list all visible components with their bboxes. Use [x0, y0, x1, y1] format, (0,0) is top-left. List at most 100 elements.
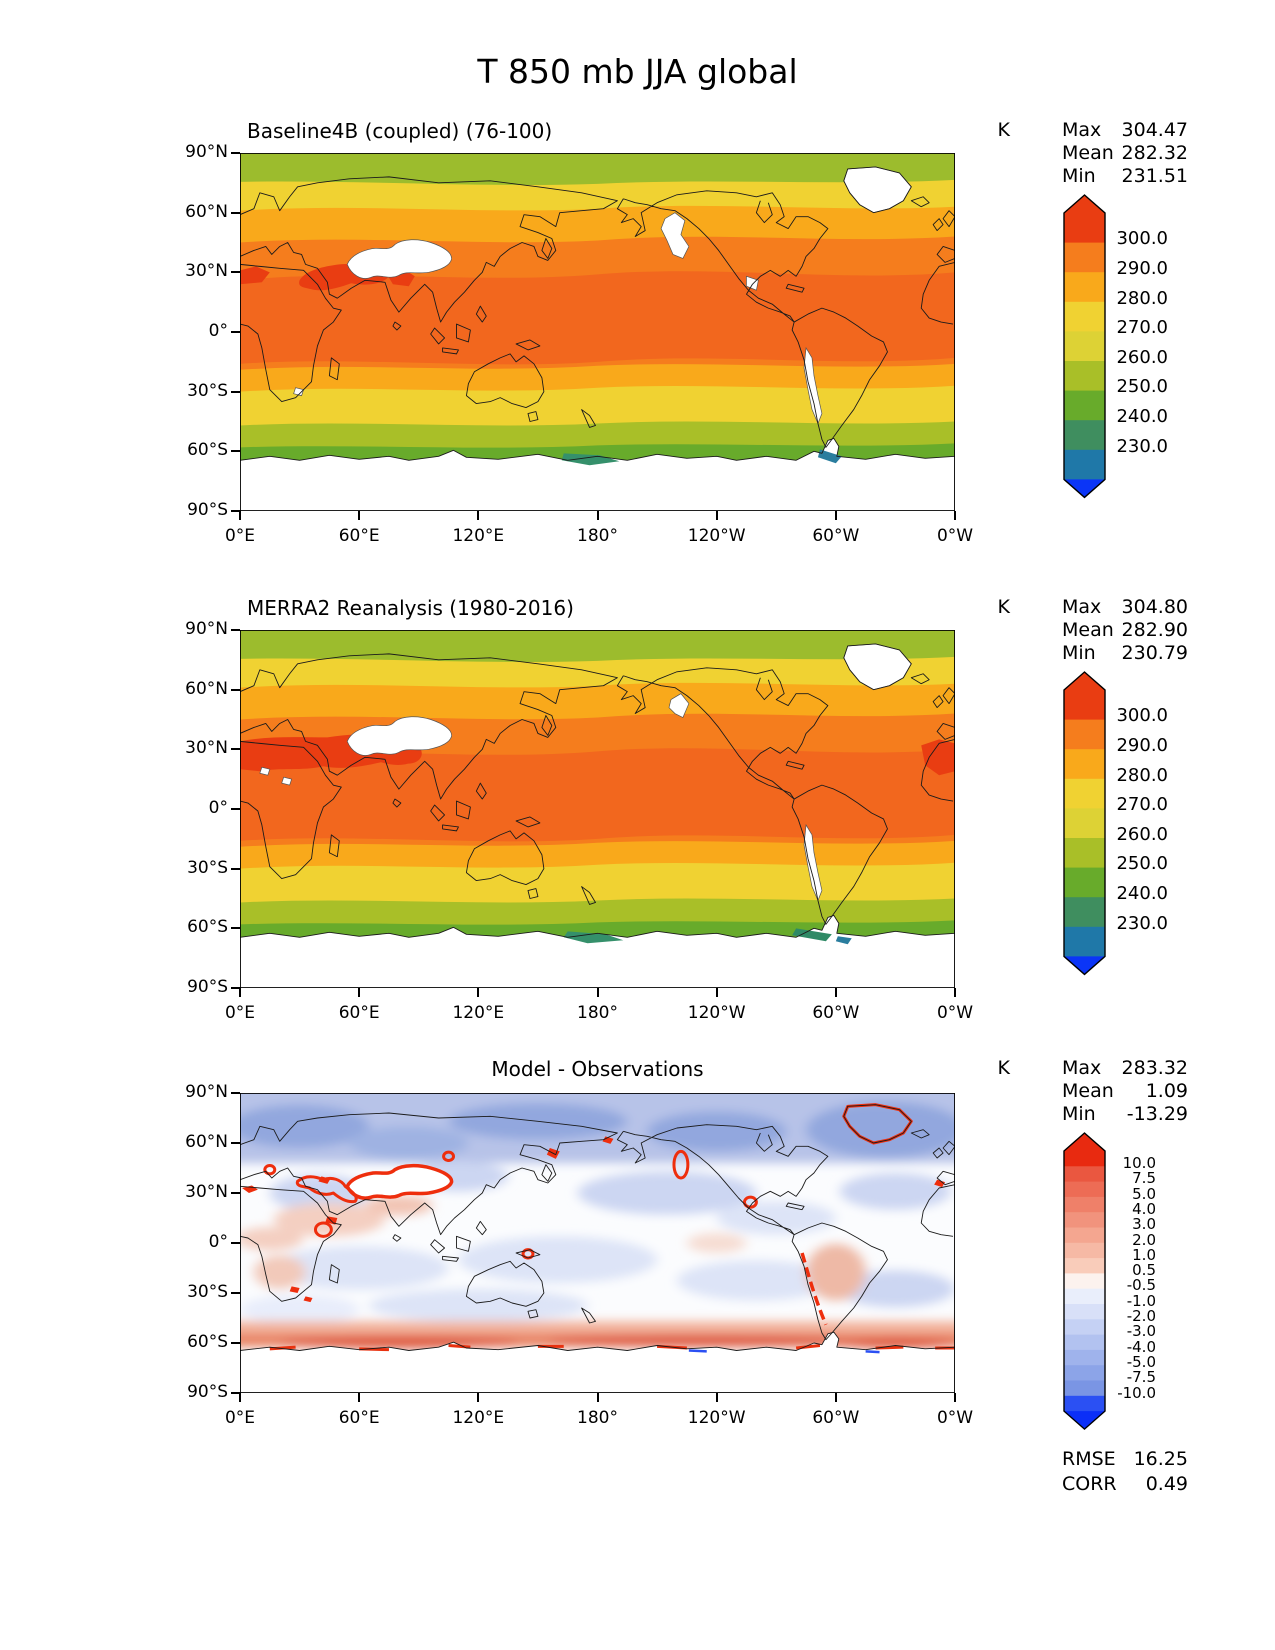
stat-value: 282.32	[1121, 142, 1188, 164]
colorbar-tick-label: 300.0	[1116, 228, 1168, 250]
map-obs	[240, 630, 955, 988]
x-tick-label: 0°W	[936, 1408, 974, 1428]
colorbar-tick-label: 7.5	[1132, 1169, 1156, 1188]
x-tick-mark	[834, 988, 837, 997]
colorbar-tick-label: 270.0	[1116, 794, 1168, 816]
colorbar-tick-label: 0.5	[1132, 1261, 1156, 1280]
x-tick-label: 120°E	[452, 1408, 505, 1428]
x-tick-mark	[358, 1393, 361, 1402]
stat-value: -13.29	[1126, 1103, 1188, 1125]
y-tick-mark	[231, 748, 240, 751]
x-tick-label: 60°E	[338, 1003, 380, 1023]
y-tick-mark	[231, 1292, 240, 1294]
colorbar-tick-label: 230.0	[1116, 435, 1168, 457]
colorbar-tick-label: -2.0	[1126, 1307, 1156, 1325]
x-tick-mark	[954, 1393, 956, 1402]
colorbar-tick-label: 5.0	[1132, 1184, 1156, 1203]
stat-value: 304.80	[1121, 596, 1188, 618]
x-tick-label: 0°E	[224, 1003, 256, 1023]
stat-label: Max	[1062, 119, 1102, 141]
colorbar-tick-label: 240.0	[1116, 883, 1168, 905]
y-tick-mark	[231, 629, 240, 631]
y-tick-label: 30°N	[185, 738, 228, 759]
x-tick-label: 60°W	[812, 1003, 860, 1023]
panel-title: Baseline4B (coupled) (76-100)	[247, 119, 553, 143]
y-tick-label: 60°S	[187, 1332, 228, 1352]
y-tick-label: 30°S	[187, 1282, 228, 1302]
stat-label: Max	[1062, 596, 1102, 618]
x-tick-label: 180°	[577, 1408, 618, 1428]
extra-stat-label: RMSE	[1062, 1448, 1116, 1470]
x-tick-mark	[477, 988, 480, 997]
y-tick-mark	[231, 390, 240, 393]
stat-label: Mean	[1062, 619, 1114, 641]
colorbar-tick-label: 290.0	[1116, 258, 1168, 280]
colorbar-tick-label: 10.0	[1122, 1154, 1156, 1172]
colorbar-tick-label: -1.0	[1126, 1291, 1156, 1310]
x-tick-mark	[954, 988, 956, 997]
x-tick-label: 120°W	[687, 1003, 746, 1023]
colorbar-tick-label: 270.0	[1116, 317, 1168, 339]
colorbar-tick-label: 2.0	[1132, 1230, 1156, 1249]
map-model	[240, 153, 955, 511]
colorbar-tick-label: 280.0	[1116, 764, 1168, 786]
extra-stat-value: 0.49	[1145, 1473, 1188, 1495]
x-tick-label: 60°E	[338, 526, 380, 546]
y-tick-label: 60°N	[185, 678, 228, 699]
stat-label: Min	[1062, 1103, 1096, 1125]
y-tick-label: 60°S	[187, 440, 228, 461]
x-tick-label: 60°E	[338, 1408, 380, 1428]
y-tick-mark	[231, 510, 240, 512]
y-tick-mark	[231, 927, 240, 930]
colorbar	[1062, 1131, 1107, 1435]
y-tick-mark	[231, 688, 240, 691]
x-tick-label: 120°E	[452, 526, 505, 546]
colorbar-tick-label: 240.0	[1116, 406, 1168, 428]
x-tick-mark	[834, 511, 837, 520]
x-tick-mark	[477, 511, 480, 520]
y-tick-mark	[231, 1142, 240, 1144]
stat-label: Mean	[1062, 1080, 1114, 1102]
colorbar-tick-label: 290.0	[1116, 735, 1168, 757]
y-tick-label: 30°N	[185, 261, 228, 282]
figure-title: T 850 mb JJA global	[477, 52, 798, 91]
stat-value: 231.51	[1121, 165, 1188, 187]
colorbar-tick-label: 260.0	[1116, 823, 1168, 845]
colorbar-tick-label: 260.0	[1116, 346, 1168, 368]
x-tick-label: 0°W	[936, 526, 974, 546]
x-tick-label: 120°W	[687, 526, 746, 546]
colorbar-tick-label: 250.0	[1116, 853, 1168, 875]
y-tick-label: 60°S	[187, 917, 228, 938]
x-tick-mark	[358, 511, 361, 520]
y-tick-label: 60°N	[185, 201, 228, 222]
stat-value: 282.90	[1121, 619, 1188, 641]
x-tick-label: 120°E	[452, 1003, 505, 1023]
y-tick-mark	[231, 271, 240, 274]
x-tick-mark	[954, 511, 956, 520]
x-tick-label: 0°E	[224, 526, 256, 546]
x-tick-mark	[715, 511, 718, 520]
colorbar	[1062, 670, 1107, 980]
stat-value: 1.09	[1145, 1080, 1188, 1102]
panel-title: Model - Observations	[491, 1057, 704, 1081]
colorbar-tick-label: -7.5	[1126, 1368, 1156, 1387]
colorbar-tick-label: 250.0	[1116, 376, 1168, 398]
colorbar-tick-label: 280.0	[1116, 287, 1168, 309]
y-tick-mark	[231, 152, 240, 154]
y-tick-label: 60°N	[185, 1132, 228, 1152]
colorbar-tick-label: -10.0	[1117, 1383, 1156, 1402]
x-tick-mark	[239, 988, 241, 997]
y-tick-label: 30°S	[187, 380, 228, 401]
x-tick-label: 180°	[577, 526, 618, 546]
x-tick-label: 120°W	[687, 1408, 746, 1428]
stat-label: Min	[1062, 165, 1096, 187]
y-tick-mark	[231, 808, 240, 810]
y-tick-mark	[231, 867, 240, 870]
x-tick-mark	[596, 1393, 599, 1402]
colorbar-tick-label: 3.0	[1132, 1215, 1156, 1234]
panel-title: MERRA2 Reanalysis (1980-2016)	[247, 596, 574, 620]
colorbar-tick-label: -0.5	[1126, 1276, 1156, 1295]
colorbar	[1062, 193, 1107, 503]
colorbar-tick-label: 1.0	[1132, 1245, 1156, 1264]
